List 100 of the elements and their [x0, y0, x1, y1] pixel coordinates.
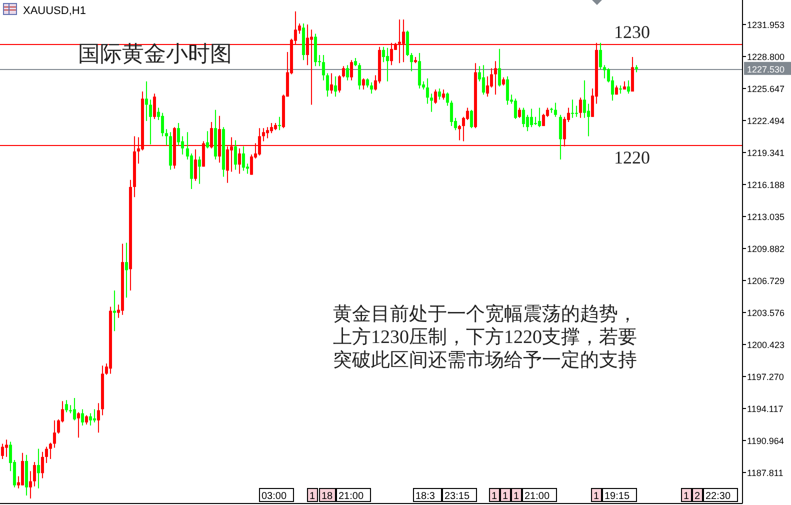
candlestick	[250, 154, 254, 176]
candlestick	[434, 89, 438, 104]
candlestick	[234, 140, 238, 170]
candlestick	[406, 30, 410, 57]
candlestick	[238, 148, 242, 174]
candlestick	[470, 109, 474, 129]
candlestick	[164, 128, 168, 146]
candlestick	[152, 93, 156, 120]
candlestick	[4, 439, 8, 458]
candlestick	[554, 102, 558, 118]
candlestick	[92, 408, 96, 423]
candlestick	[342, 66, 346, 78]
annotation: 上方1230压制，下方1220支撑，若要	[333, 326, 637, 348]
y-tick-label: 1219.341	[747, 148, 785, 158]
candlestick	[144, 80, 148, 122]
candlestick	[582, 80, 586, 118]
ref-line-label: 1227.530	[747, 64, 785, 74]
candlestick	[574, 105, 578, 118]
candlestick	[266, 126, 270, 139]
candlestick	[242, 146, 246, 172]
candlestick	[346, 64, 350, 81]
annotation: 03:00	[262, 491, 287, 502]
candlestick	[0, 443, 4, 460]
ref-line-label: 1220	[614, 147, 650, 168]
candlestick	[40, 451, 44, 479]
candlestick	[190, 152, 194, 190]
candlestick	[338, 74, 342, 94]
candlestick	[494, 60, 498, 96]
candlestick	[198, 156, 202, 184]
candlestick	[542, 113, 546, 127]
text: 国际黄金小时图	[78, 41, 232, 66]
candlestick	[430, 93, 434, 112]
candlestick	[96, 402, 100, 434]
candlestick	[48, 442, 52, 460]
candlestick	[386, 47, 390, 82]
candlestick	[570, 99, 574, 118]
candlestick	[446, 92, 450, 106]
candlestick	[112, 290, 116, 332]
candlestick	[36, 448, 40, 489]
annotation: 1	[684, 491, 690, 502]
ref-line-label: 1230	[614, 22, 650, 42]
candlestick	[602, 64, 606, 79]
annotation: 2	[694, 491, 700, 502]
candlestick	[518, 107, 522, 118]
candlestick	[80, 408, 84, 426]
y-tick-label: 1222.494	[747, 116, 785, 126]
candlestick	[148, 99, 152, 145]
candlestick	[482, 64, 486, 96]
candlestick	[270, 122, 274, 134]
candlestick	[278, 116, 282, 131]
chart-subtitle: XAUUSD,H1	[23, 5, 86, 17]
annotation: 1	[594, 491, 600, 502]
candlestick	[322, 54, 326, 81]
y-tick-label: 1197.270	[747, 372, 784, 382]
annotation: 黄金目前处于一个宽幅震荡的趋势，	[333, 303, 637, 325]
candlestick	[206, 130, 210, 149]
candlestick	[358, 62, 362, 90]
candlestick	[626, 80, 630, 94]
candlestick	[538, 107, 542, 128]
annotation: 18:3	[416, 491, 436, 502]
annotation: 突破此区间还需市场给予一定的支持	[333, 349, 637, 371]
candlestick	[450, 100, 454, 127]
candlestick	[370, 82, 374, 94]
candlestick	[438, 88, 442, 100]
y-tick-label: 1187.811	[747, 468, 784, 478]
candlestick	[526, 114, 530, 132]
candlestick	[506, 76, 510, 106]
y-tick-label: 1194.117	[747, 404, 784, 414]
candlestick	[598, 42, 602, 70]
y-tick-label: 1225.647	[747, 84, 785, 94]
y-tick-label: 1190.964	[747, 436, 784, 446]
candlestick	[176, 122, 180, 146]
annotation: 22:30	[706, 491, 731, 502]
candlestick	[586, 103, 590, 137]
y-tick-label: 1203.576	[747, 308, 785, 318]
candlestick	[558, 114, 562, 160]
candlestick	[350, 60, 354, 81]
y-tick-label: 1209.882	[747, 244, 785, 254]
candlestick	[326, 72, 330, 98]
y-tick-label: 1213.035	[747, 212, 785, 222]
candlestick	[124, 242, 128, 298]
annotation: 19:15	[604, 491, 630, 502]
candlestick	[72, 398, 76, 421]
y-tick-label: 1231.953	[747, 20, 785, 30]
y-tick-label: 1216.188	[747, 180, 785, 190]
candlestick	[426, 78, 430, 104]
candlestick	[330, 72, 334, 94]
candlestick	[362, 78, 366, 90]
annotation: 18	[322, 491, 334, 502]
y-tick-label: 1206.729	[747, 276, 785, 286]
candlestick	[194, 148, 198, 182]
candlestick	[530, 108, 534, 128]
candlestick	[160, 112, 164, 137]
candlestick	[32, 461, 36, 487]
candlestick	[52, 420, 56, 448]
candlestick	[334, 76, 338, 98]
candlestick	[458, 124, 462, 141]
y-tick-label: 1200.423	[747, 340, 785, 350]
candlestick	[382, 46, 386, 63]
candlestick	[366, 78, 370, 88]
